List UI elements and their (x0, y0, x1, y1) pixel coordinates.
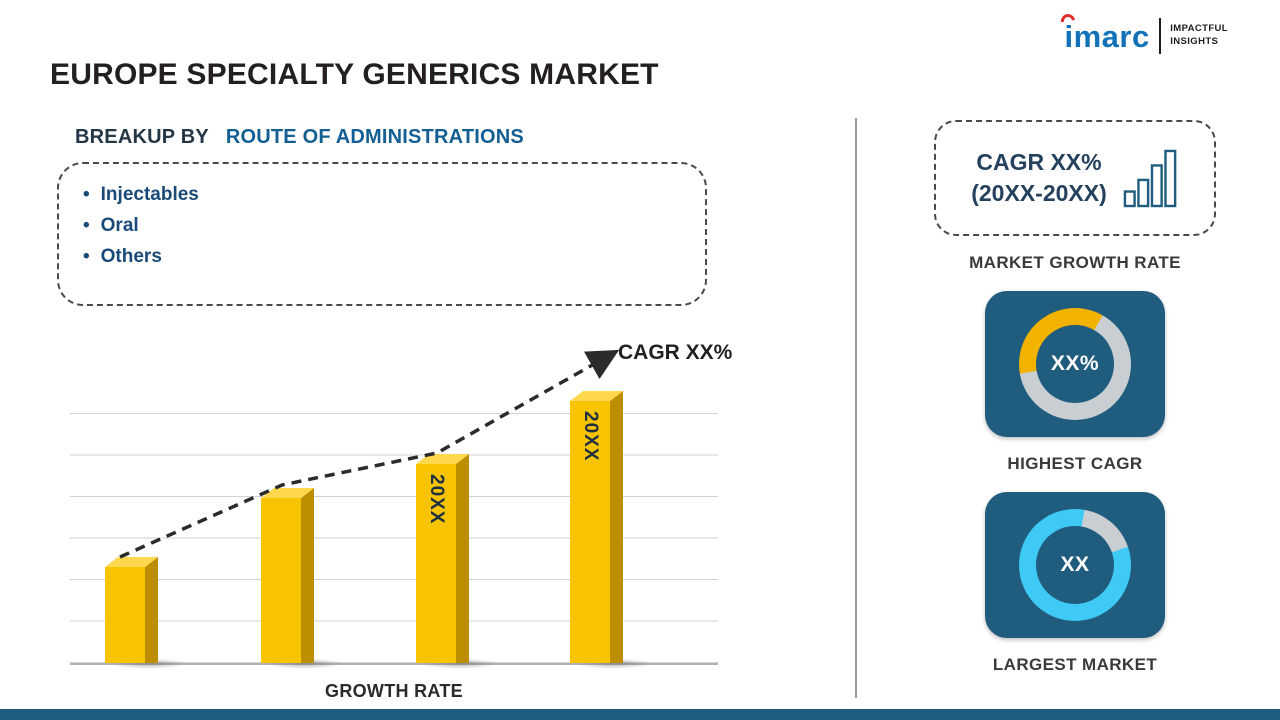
bar-front-face (416, 464, 456, 663)
imarc-brand-text: imarc (1064, 18, 1150, 54)
bar-front-face (570, 401, 610, 663)
bar-top-face (261, 488, 314, 498)
bar-top-face (570, 391, 623, 401)
bar-top-face (416, 454, 469, 464)
x-axis-label: GROWTH RATE (325, 681, 463, 701)
bar-4: 20XX (570, 391, 652, 669)
logo-tagline-bottom: INSIGHTS (1170, 36, 1219, 47)
bar-3: 20XX (416, 454, 498, 669)
breakup-box: InjectablesOralOthers (57, 162, 707, 306)
highest-cagr-caption: HIGHEST CAGR (1007, 454, 1143, 473)
breakup-heading-prefix: BREAKUP BY (75, 126, 209, 148)
breakup-heading-space (214, 126, 220, 148)
largest-market-card: XX (985, 492, 1165, 638)
growth-rate-bar-chart: 20XX 20XX CAGR XX% GROWTH RATE (70, 341, 732, 701)
cagr-annotation: CAGR XX% (618, 341, 733, 364)
highest-cagr-value: XX% (1050, 352, 1100, 375)
largest-market-donut: XX (1019, 509, 1131, 621)
growth-card-text: CAGR XX% (20XX-20XX) (971, 147, 1107, 209)
breakup-list: InjectablesOralOthers (83, 179, 705, 272)
largest-market-caption: LARGEST MARKET (992, 655, 1158, 674)
imarc-logo-wordmark: imarc (1058, 10, 1150, 54)
bar-1 (105, 557, 187, 669)
bar-side-face (145, 557, 158, 663)
bar-top-face (105, 557, 158, 567)
growth-bars-icon (1123, 149, 1177, 208)
bar-side-face (301, 488, 314, 663)
growth-card-line1: CAGR XX% (976, 148, 1102, 175)
bar-side-face (456, 454, 469, 663)
breakup-item: Injectables (83, 179, 705, 210)
bar-shadow (265, 658, 343, 669)
section-divider (855, 118, 857, 698)
footer-bar (0, 709, 1280, 720)
bar-value-label: 20XX (580, 411, 601, 462)
page-title: EUROPE SPECIALTY GENERICS MARKET (50, 58, 659, 91)
trend-arrow (119, 349, 620, 559)
market-growth-rate-caption: MARKET GROWTH RATE (969, 253, 1181, 272)
logo-tagline-top: IMPACTFUL (1170, 23, 1228, 35)
market-growth-rate-card: CAGR XX% (20XX-20XX) (934, 120, 1216, 236)
breakup-heading: BREAKUP BY ROUTE OF ADMINISTRATIONS (75, 126, 524, 149)
highest-cagr-card: XX% (985, 291, 1165, 437)
logo-divider (1158, 18, 1162, 54)
breakup-heading-highlight: ROUTE OF ADMINISTRATIONS (225, 126, 524, 148)
bar-2 (261, 488, 343, 669)
breakup-item: Oral (83, 210, 705, 241)
bar-front-face (105, 567, 145, 663)
bar-side-face (610, 391, 623, 663)
breakup-item: Others (83, 241, 705, 272)
largest-market-value: XX (1060, 553, 1090, 576)
stats-column: CAGR XX% (20XX-20XX) MARKET GROWTH RATE … (880, 120, 1270, 693)
bar-shadow (420, 658, 498, 669)
imarc-logo: imarc IMPACTFUL INSIGHTS (1058, 10, 1228, 54)
logo-tagline: IMPACTFUL INSIGHTS (1170, 23, 1228, 49)
growth-card-line2: (20XX-20XX) (971, 180, 1107, 206)
bar-shadow (109, 658, 187, 669)
bar-value-label: 20XX (426, 474, 447, 525)
bar-shadow (574, 658, 652, 669)
highest-cagr-donut: XX% (1019, 308, 1131, 420)
bar-front-face (261, 498, 301, 663)
